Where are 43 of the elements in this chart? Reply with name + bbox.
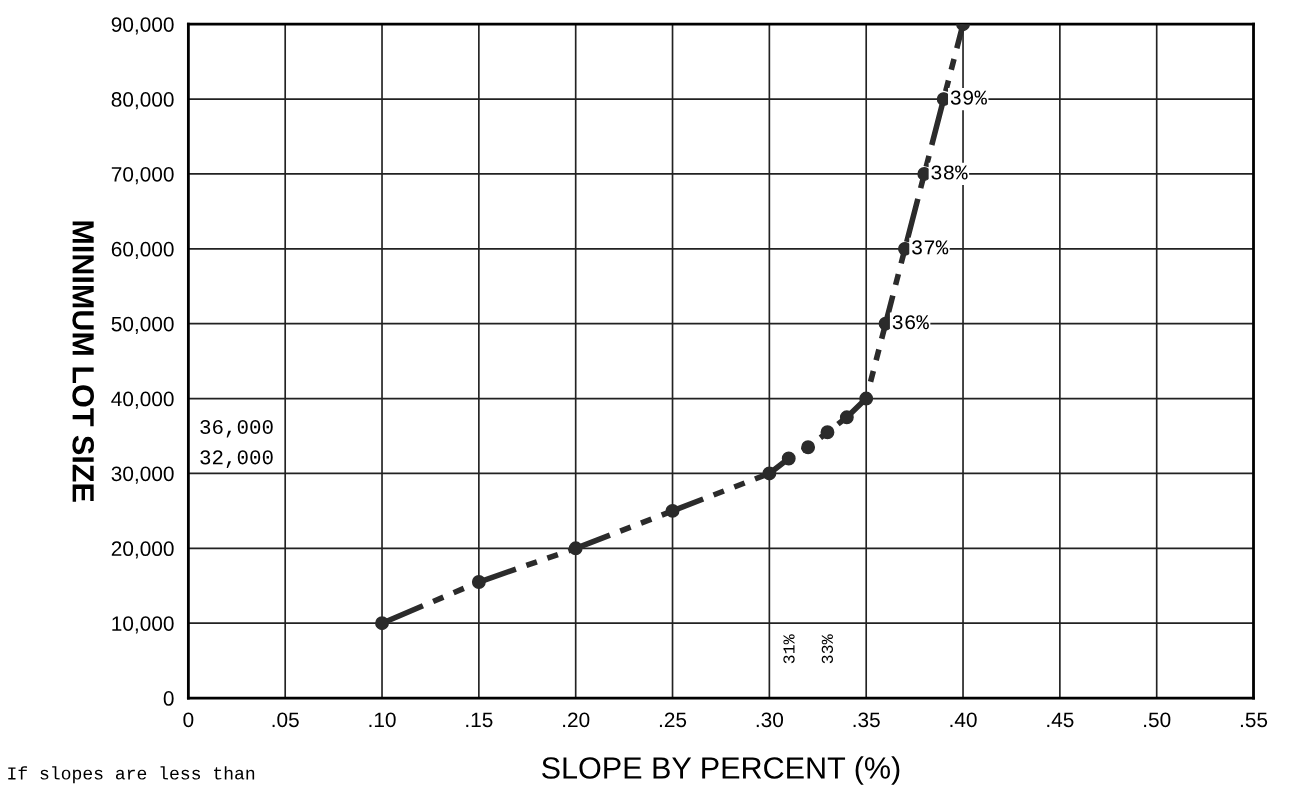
point bbox=[801, 440, 816, 455]
point bbox=[471, 575, 486, 589]
y-tick-label: 10,000 bbox=[112, 616, 174, 634]
x-tick-label: .35 bbox=[853, 712, 880, 728]
y-tick-label: 90,000 bbox=[111, 17, 174, 35]
x-tick-label: .05 bbox=[272, 712, 299, 728]
point bbox=[375, 616, 389, 631]
point bbox=[820, 425, 835, 440]
x-tick-label: .50 bbox=[1144, 712, 1171, 728]
point bbox=[839, 410, 854, 425]
y-tick-label: 70,000 bbox=[111, 166, 174, 185]
annotation: 39% bbox=[950, 90, 987, 105]
text: If slopes are less than bbox=[8, 766, 255, 784]
x-tick-label: .45 bbox=[1047, 712, 1074, 728]
point bbox=[859, 391, 874, 406]
x-tick-label: .20 bbox=[563, 712, 590, 728]
y-tick-label: 30,000 bbox=[111, 466, 174, 484]
x-tick-label: .15 bbox=[466, 712, 493, 728]
x-tick-label: 0 bbox=[183, 712, 194, 728]
y-axis-title: MINIMUM LOT SIZE bbox=[72, 221, 94, 502]
x-tick-label: .25 bbox=[659, 712, 687, 728]
y-tick-label: 50,000 bbox=[111, 316, 174, 334]
annotation: 38% bbox=[931, 165, 968, 180]
y-tick-label: 80,000 bbox=[111, 92, 174, 110]
y-tick-label: 40,000 bbox=[111, 391, 174, 409]
x-tick-label: .40 bbox=[950, 712, 977, 728]
annotation: 37% bbox=[912, 240, 949, 255]
point bbox=[665, 503, 680, 518]
x-axis-title: SLOPE BY PERCENT (%) bbox=[542, 756, 900, 785]
annotation: 33% bbox=[821, 634, 833, 664]
annotation: 36% bbox=[892, 315, 929, 330]
point bbox=[762, 466, 777, 481]
point bbox=[568, 541, 583, 556]
x-tick-label: .30 bbox=[756, 712, 784, 728]
annotation: 31% bbox=[783, 634, 795, 664]
annotation: 32,000 bbox=[200, 450, 273, 468]
annotation: 36,000 bbox=[200, 419, 273, 438]
point bbox=[781, 451, 796, 466]
y-tick-label: 20,000 bbox=[111, 541, 174, 559]
x-tick-label: .55 bbox=[1240, 712, 1268, 728]
x-tick-label: .10 bbox=[369, 712, 396, 728]
y-tick-label: 0 bbox=[163, 691, 174, 706]
y-tick-label: 60,000 bbox=[111, 241, 174, 260]
